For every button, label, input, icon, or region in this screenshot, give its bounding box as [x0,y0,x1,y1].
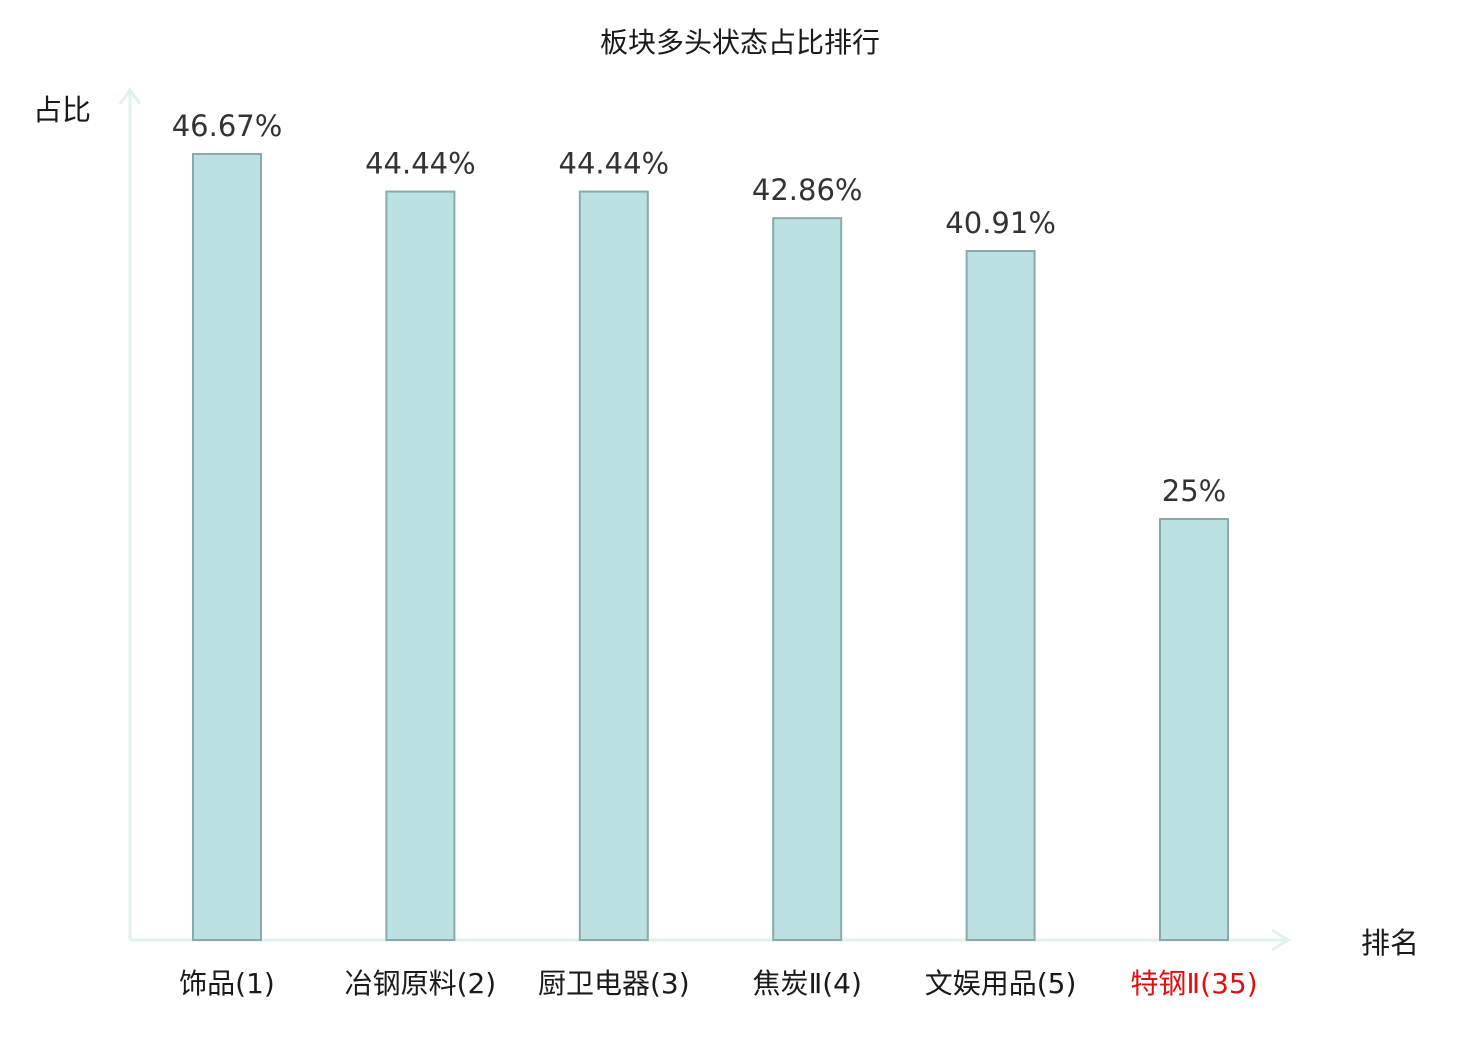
y-axis: 占比 [33,87,142,940]
x-tick-label: 冶钢原料(2) [345,967,497,1000]
bar-value-label: 40.91% [945,206,1056,240]
bar-value-label: 25% [1162,474,1226,508]
x-tick-label: 饰品(1) [179,967,275,1000]
x-tick-label: 特钢Ⅱ(35) [1130,967,1257,1000]
category-labels: 饰品(1) 冶钢原料(2) 厨卫电器(3) 焦炭Ⅱ(4) 文娱用品(5) 特钢Ⅱ(35) [179,967,1257,1000]
x-axis: 排名 [130,926,1419,960]
x-tick-label: 文娱用品(5) [925,967,1077,1000]
chart-title: 板块多头状态占比排行 [600,26,880,59]
y-axis-label: 占比 [33,93,91,127]
bar [192,153,262,941]
bar-value-label: 46.67% [172,109,283,143]
x-tick-label: 厨卫电器(3) [538,967,690,1000]
x-tick-label: 焦炭Ⅱ(4) [752,967,861,1000]
value-labels: 46.67% 44.44% 44.44% 42.86% 40.91% 25% [172,109,1227,508]
bar [385,190,456,942]
bar-value-label: 44.44% [365,147,476,181]
x-axis-label: 排名 [1361,926,1419,960]
bar [578,190,649,942]
bar-value-label: 42.86% [752,173,863,207]
bar [772,217,843,941]
bar [965,250,1036,941]
y-axis-arrow-icon [118,87,142,105]
bar-value-label: 44.44% [559,147,670,181]
bar-series [192,153,1229,942]
bar [1159,517,1229,942]
x-axis-arrow-icon [1271,928,1291,952]
